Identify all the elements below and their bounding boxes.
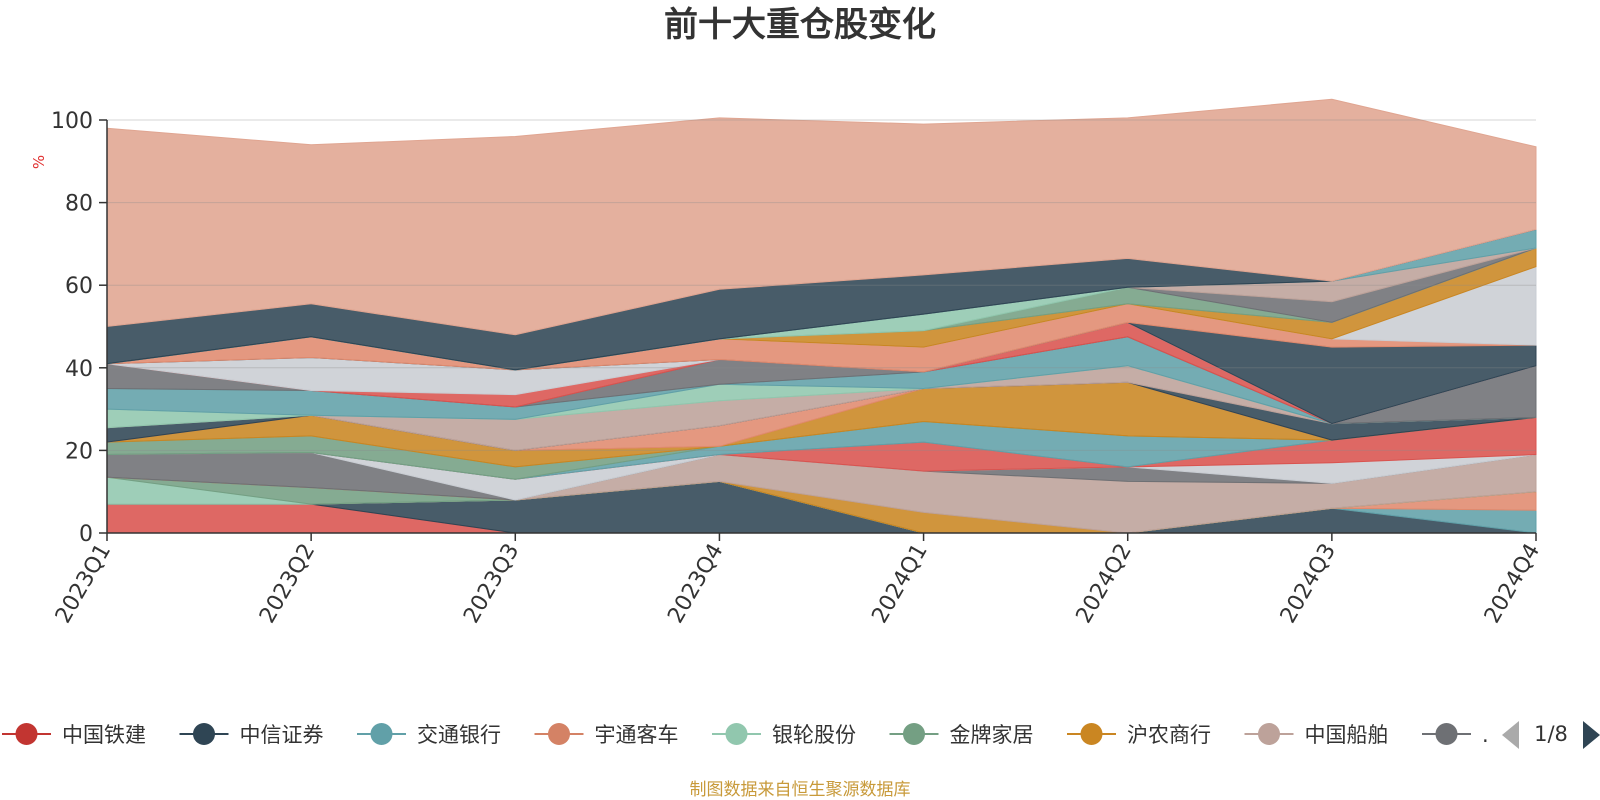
chart-title: 前十大重仓股变化 (664, 5, 936, 45)
legend-item[interactable]: 宇通客车 (534, 723, 679, 747)
x-tick-label: 2023Q3 (459, 540, 524, 628)
legend-item[interactable]: 交通银行 (357, 723, 501, 747)
x-tick-label: 2023Q2 (255, 540, 320, 628)
y-tick-label: 60 (65, 274, 93, 299)
legend-circle-icon (370, 723, 393, 745)
legend-label: 沪农商行 (1127, 723, 1211, 747)
y-tick-label: 80 (65, 192, 93, 217)
legend-circle-icon (1435, 723, 1458, 745)
legend-next-page-icon[interactable] (1583, 721, 1600, 749)
x-tick-label: 2024Q4 (1480, 540, 1545, 628)
legend-item[interactable]: . (1422, 723, 1489, 747)
x-tick-label: 2024Q3 (1276, 540, 1341, 628)
x-tick-label: 2024Q2 (1072, 540, 1137, 628)
y-tick-label: 0 (79, 522, 93, 547)
legend-label: 宇通客车 (595, 723, 679, 747)
y-axis-unit: % (30, 155, 48, 169)
x-tick-label: 2023Q4 (663, 540, 728, 628)
legend-circle-icon (15, 723, 38, 745)
data-source-footer: 制图数据来自恒生聚源数据库 (690, 780, 911, 800)
area-series-33 (106, 98, 1537, 336)
x-tick-label: 2024Q1 (867, 540, 932, 628)
legend-circle-icon (1080, 723, 1103, 745)
legend-page-indicator: 1/8 (1534, 722, 1568, 746)
area-series-group (106, 98, 1537, 534)
legend-label: 中信证券 (240, 723, 324, 747)
legend-label: 中国船舶 (1305, 723, 1389, 747)
legend-circle-icon (548, 723, 570, 745)
legend-item[interactable]: 中信证券 (179, 723, 324, 747)
legend-circle-icon (725, 723, 748, 745)
legend-label: 银轮股份 (772, 723, 856, 747)
legend-prev-page-icon[interactable] (1502, 721, 1519, 749)
legend-label: 中国铁建 (62, 723, 146, 747)
legend-label: 金牌家居 (950, 723, 1034, 747)
legend-item[interactable]: 中国铁建 (2, 723, 146, 747)
y-tick-label: 40 (65, 357, 93, 382)
legend-pager[interactable]: 1/8 (1502, 721, 1600, 749)
legend-label: . (1482, 723, 1489, 747)
legend-item[interactable]: 银轮股份 (712, 723, 856, 747)
y-tick-label: 20 (65, 439, 93, 464)
legend-item[interactable]: 中国船舶 (1244, 723, 1389, 747)
legend-circle-icon (903, 723, 925, 745)
legend-circle-icon (1258, 723, 1280, 745)
x-tick-label: 2023Q1 (51, 540, 116, 628)
y-tick-label: 100 (51, 109, 93, 134)
legend-circle-icon (193, 723, 215, 745)
legend-item[interactable]: 金牌家居 (889, 723, 1034, 747)
grid-lines (107, 119, 1536, 451)
legend-item[interactable]: 沪农商行 (1067, 723, 1211, 747)
legend[interactable]: 中国铁建 中信证券 交通银行 宇通客车 银轮股份 金牌家居 沪农商行 中国船舶. (2, 723, 1489, 747)
legend-label: 交通银行 (417, 723, 501, 747)
